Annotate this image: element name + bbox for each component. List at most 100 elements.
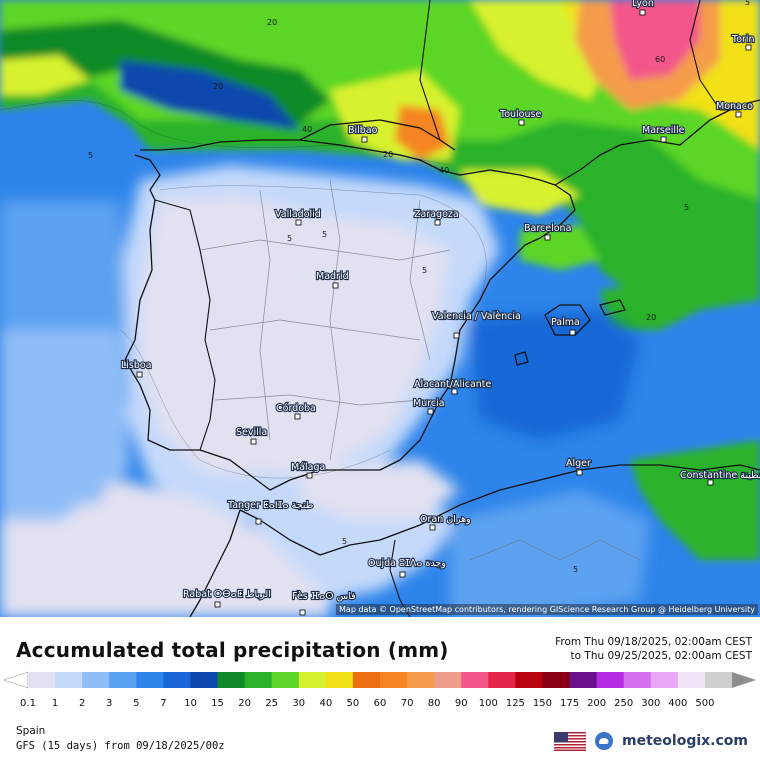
city-zaragoza[interactable]: Zaragoza [413, 208, 460, 226]
field-atlantic-lighter [0, 330, 130, 520]
map-title: Accumulated total precipitation (mm) [16, 638, 449, 662]
legend-swatch [380, 672, 408, 688]
city-sevilla[interactable]: Sevilla [235, 426, 268, 445]
legend-tick-label: 15 [211, 698, 224, 709]
city-oran[interactable]: Oran وهران [419, 513, 472, 531]
legend-swatch [461, 672, 489, 688]
legend-swatch [434, 672, 462, 688]
city-monaco[interactable]: Monaco [715, 100, 754, 118]
city-malaga[interactable]: Málaga [290, 461, 326, 479]
svg-text:60: 60 [655, 55, 665, 64]
city-bilbao[interactable]: Bilbao [347, 124, 379, 143]
city-torin[interactable]: Torin [730, 33, 756, 51]
legend-tick-label: 30 [292, 698, 305, 709]
svg-text:5: 5 [342, 537, 347, 546]
svg-text:20: 20 [383, 150, 393, 159]
svg-text:Fès ⴼⴰⵙ فاس: Fès ⴼⴰⵙ فاس [292, 591, 356, 602]
svg-text:Lyon: Lyon [632, 0, 654, 9]
svg-text:Constantine قسنطينة: Constantine قسنطينة [680, 470, 760, 481]
border-france-spain [419, 0, 441, 141]
city-toulouse[interactable]: Toulouse [498, 108, 543, 126]
legend-swatch [488, 672, 516, 688]
city-palma[interactable]: Palma [550, 316, 581, 336]
city-lyon[interactable]: Lyon [631, 0, 655, 16]
field-north-deepblue-band [120, 60, 300, 130]
city-oujda[interactable]: Oujda ⵓⵊⴷⴰ وجدة [367, 557, 447, 578]
legend-tick-label: 25 [265, 698, 278, 709]
city-madrid[interactable]: Madrid [315, 270, 350, 289]
us-flag-icon[interactable] [554, 731, 587, 751]
legend-tick-label: 90 [455, 698, 468, 709]
legend-swatch [271, 672, 300, 688]
city-valencia[interactable]: Valencia / València [431, 310, 522, 339]
city-fes[interactable]: Fès ⴼⴰⵙ فاس [291, 590, 357, 616]
legend-tick-label: 3 [106, 698, 112, 709]
svg-text:40: 40 [302, 125, 312, 134]
legend-tick-label: 150 [533, 698, 552, 709]
svg-text:5: 5 [88, 151, 93, 160]
svg-text:5: 5 [287, 234, 292, 243]
city-lisboa[interactable]: Lisboa [120, 359, 153, 378]
city-rabat[interactable]: Rabat ⵔⴱⴰⵟ الرباط [182, 588, 272, 608]
svg-text:Oujda ⵓⵊⴷⴰ وجدة: Oujda ⵓⵊⴷⴰ وجدة [368, 558, 446, 569]
svg-text:5: 5 [684, 203, 689, 212]
legend-swatch [55, 672, 83, 688]
legend-tick-label: 100 [479, 698, 498, 709]
legend-swatch [136, 672, 164, 688]
svg-text:Zaragoza: Zaragoza [414, 209, 459, 220]
svg-text:Alger: Alger [566, 458, 591, 469]
border-alps [689, 0, 740, 111]
city-marseille[interactable]: Marseille [641, 124, 686, 143]
brand-name: meteologix.com [622, 733, 748, 749]
coast-france-west [299, 119, 456, 151]
city-cordoba[interactable]: Córdoba [275, 402, 317, 420]
svg-text:Palma: Palma [551, 317, 580, 328]
svg-text:5: 5 [745, 0, 750, 7]
legend-tick-label: 300 [641, 698, 660, 709]
field-alboran-dry [300, 460, 460, 520]
svg-text:20: 20 [646, 313, 656, 322]
svg-text:Rabat ⵔⴱⴰⵟ الرباط: Rabat ⵔⴱⴰⵟ الرباط [183, 589, 271, 600]
field-balearic-green [600, 280, 700, 330]
legend-swatch [407, 672, 435, 688]
svg-text:40: 40 [439, 166, 449, 175]
city-tanger[interactable]: Tanger ⵟⴰⵏⵊⴰ طنجة [226, 499, 314, 525]
legend-tick-label: 500 [695, 698, 714, 709]
city-murcia[interactable]: Murcia [412, 397, 446, 415]
legend-arrow-right [732, 672, 756, 688]
period-to: to Thu 09/25/2025, 02:00am CEST [570, 650, 752, 662]
field-yellow-5 [0, 55, 90, 95]
brand[interactable]: meteologix.com [554, 731, 748, 751]
svg-text:Bilbao: Bilbao [348, 125, 378, 136]
field-red-alps [610, 0, 700, 80]
legend-swatch [298, 672, 327, 688]
city-constantine[interactable]: Constantine قسنطينة [679, 469, 760, 486]
legend-tick-label: 50 [347, 698, 360, 709]
legend-tick-label: 175 [560, 698, 579, 709]
svg-text:5: 5 [322, 230, 327, 239]
legend-tick-label: 125 [506, 698, 525, 709]
field-orange-bilbao [395, 105, 450, 160]
legend-arrow-left [3, 671, 29, 689]
precipitation-map: Lyon Torin Monaco Toulouse Marseille Bil… [0, 0, 760, 617]
city-barcelona[interactable]: Barcelona [523, 222, 573, 241]
city-alicante[interactable]: Alacant/Alicante [413, 378, 493, 395]
legend-tick-label: 250 [614, 698, 633, 709]
precipitation-legend: 0.1 1 2 3 5 7 10 15 20 25 30 40 50 60 70 80 90 100 125 150 1… [0, 668, 760, 712]
city-alger[interactable]: Alger [565, 457, 592, 476]
legend-swatch [82, 672, 110, 688]
legend-tick-label: 80 [428, 698, 441, 709]
svg-text:Murcia: Murcia [413, 398, 445, 409]
legend-swatch [623, 672, 652, 688]
legend-tick-label: 0.1 [20, 698, 36, 709]
legend-swatch [109, 672, 137, 688]
svg-text:Valencia / València: Valencia / València [432, 311, 521, 322]
svg-text:Monaco: Monaco [716, 101, 753, 112]
city-valladolid[interactable]: Valladolid [274, 208, 322, 226]
coast-iberia [124, 139, 576, 491]
legend-swatch [325, 672, 354, 688]
svg-text:Torin: Torin [731, 34, 755, 45]
svg-text:20: 20 [267, 18, 277, 27]
legend-tick-label: 40 [319, 698, 332, 709]
meteologix-logo-icon [595, 732, 614, 750]
